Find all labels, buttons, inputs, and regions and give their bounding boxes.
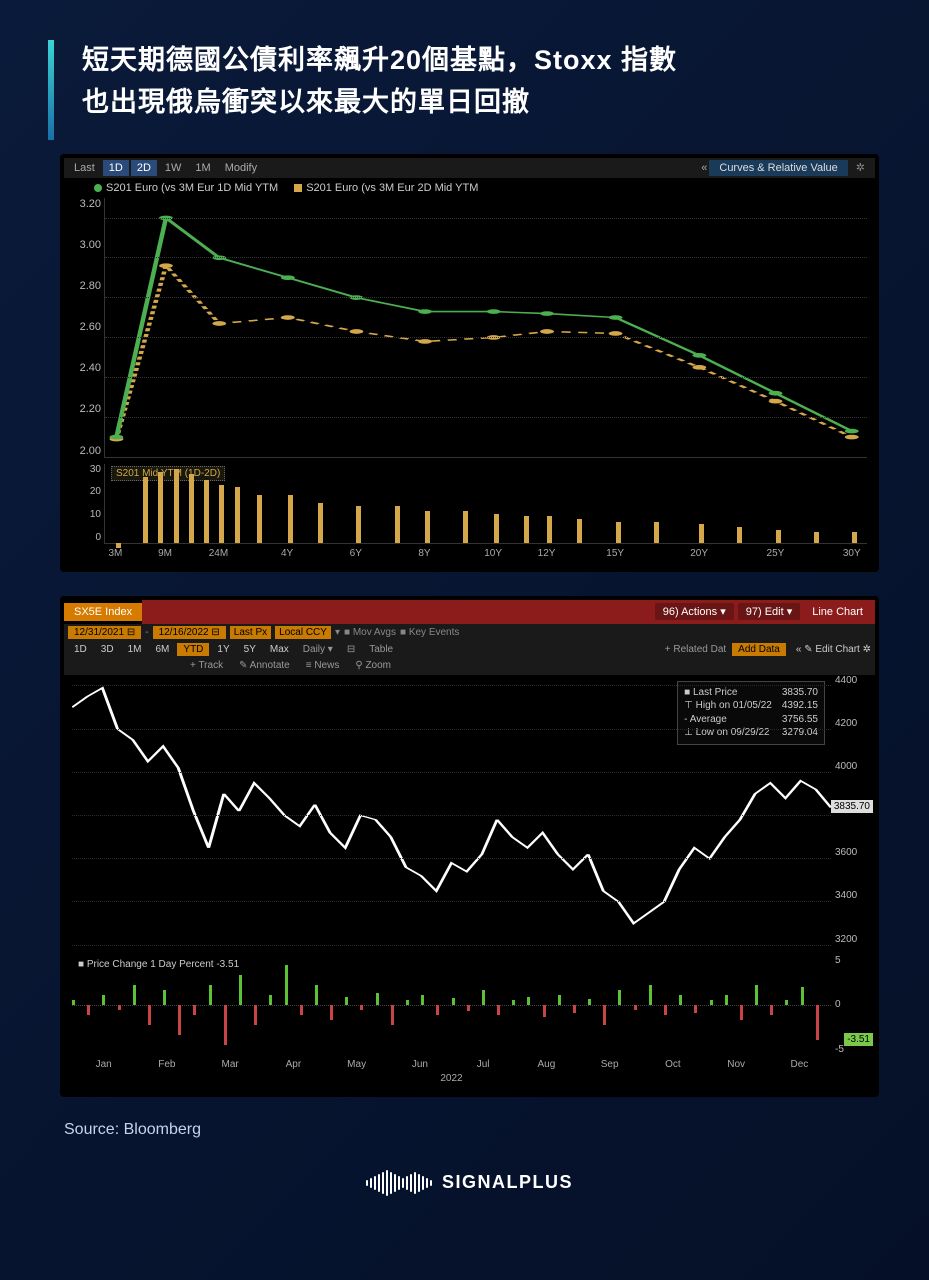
gear-icon[interactable]: ✲ bbox=[850, 161, 871, 174]
accent-bar bbox=[48, 40, 54, 140]
chart2-sub-label: ■ Price Change 1 Day Percent -3.51 bbox=[78, 959, 239, 970]
price-callout: 3835.70 bbox=[831, 800, 873, 813]
chart2-year: 2022 bbox=[440, 1073, 462, 1084]
chart1-xaxis: 3M9M24M4Y6Y8Y10Y12Y15Y20Y25Y30Y bbox=[104, 548, 867, 562]
tab-1m[interactable]: 1M bbox=[189, 160, 216, 176]
modify-button[interactable]: Modify bbox=[219, 160, 263, 176]
chevron-icon[interactable]: « bbox=[701, 162, 707, 174]
localccy-button[interactable]: Local CCY bbox=[275, 626, 331, 639]
key-events-label[interactable]: Key Events bbox=[409, 627, 460, 638]
lastpx-button[interactable]: Last Px bbox=[230, 626, 271, 639]
range-1m[interactable]: 1M bbox=[122, 643, 148, 656]
chart1-legend: S201 Euro (vs 3M Eur 1D Mid YTM S201 Eur… bbox=[64, 178, 875, 198]
chart2-xaxis: 2022 JanFebMarAprMayJunJulAugSepOctNovDe… bbox=[72, 1059, 831, 1087]
chart1-yaxis: 3.203.002.802.602.402.202.00 bbox=[71, 198, 101, 457]
chart1-panel: Last 1D 2D 1W 1M Modify « Curves & Relat… bbox=[60, 154, 879, 572]
legend-series1: S201 Euro (vs 3M Eur 1D Mid YTM bbox=[94, 182, 278, 194]
curves-label[interactable]: Curves & Relative Value bbox=[709, 160, 847, 176]
page-title: 短天期德國公債利率飆升20個基點，Stoxx 指數 也出現俄烏衝突以來最大的單日… bbox=[82, 40, 879, 124]
mini-tool[interactable]: Daily ▾ bbox=[297, 644, 339, 655]
range-6m[interactable]: 6M bbox=[150, 643, 176, 656]
info-box: ■ Last Price3835.70 ⊤ High on 01/05/2243… bbox=[677, 681, 825, 745]
related-data-label: + Related Dat bbox=[665, 644, 726, 655]
tab-1d[interactable]: 1D bbox=[103, 160, 129, 176]
info-high-label: High on 01/05/22 bbox=[696, 700, 772, 711]
mov-avgs-label[interactable]: Mov Avgs bbox=[353, 627, 396, 638]
tool-btn[interactable]: ⚲ Zoom bbox=[349, 660, 397, 671]
chart2-plot: 4400420040003800360034003200 ■ Last Pric… bbox=[72, 675, 831, 945]
chart2-subplot: 50-5 ■ Price Change 1 Day Percent -3.51 … bbox=[72, 955, 831, 1055]
line-chart-label: Line Chart bbox=[802, 603, 873, 621]
brand: SIGNALPLUS bbox=[60, 1169, 879, 1197]
dot-icon bbox=[294, 184, 302, 192]
brand-name: SIGNALPLUS bbox=[442, 1172, 573, 1193]
source-label: Source: Bloomberg bbox=[64, 1121, 879, 1139]
range-max[interactable]: Max bbox=[264, 643, 295, 656]
date-start[interactable]: 12/31/2021 ⊟ bbox=[68, 626, 141, 639]
chart2-dates-row: 12/31/2021 ⊟ - 12/16/2022 ⊟ Last Px Loca… bbox=[64, 624, 875, 641]
mini-tool[interactable]: ⊟ bbox=[341, 644, 361, 655]
date-end[interactable]: 12/16/2022 ⊟ bbox=[153, 626, 226, 639]
actions-button[interactable]: 96) Actions ▾ bbox=[655, 603, 734, 620]
tool-btn[interactable]: ≡ News bbox=[300, 660, 346, 671]
legend-series2: S201 Euro (vs 3M Eur 2D Mid YTM bbox=[294, 182, 478, 194]
info-avg: 3756.55 bbox=[782, 713, 818, 727]
tool-btn[interactable]: + Track bbox=[184, 660, 229, 671]
info-last-price: 3835.70 bbox=[782, 686, 818, 700]
title-line-1: 短天期德國公債利率飆升20個基點，Stoxx 指數 bbox=[82, 40, 879, 82]
chart2-panel: SX5E Index 96) Actions ▾ 97) Edit ▾ Line… bbox=[60, 596, 879, 1097]
chart1-sub-label: S201 Mid YTM (1D-2D) bbox=[111, 466, 225, 481]
add-data-button[interactable]: Add Data bbox=[732, 643, 786, 656]
chart2-header: SX5E Index 96) Actions ▾ 97) Edit ▾ Line… bbox=[64, 600, 875, 624]
chart2-range-row: 1D3D1M6MYTD1Y5YMaxDaily ▾⊟Table + Related… bbox=[64, 641, 875, 658]
info-avg-label: Average bbox=[690, 714, 727, 725]
tab-2d[interactable]: 2D bbox=[131, 160, 157, 176]
last-label: Last bbox=[68, 160, 101, 176]
neg-callout: -3.51 bbox=[844, 1033, 873, 1046]
range-1y[interactable]: 1Y bbox=[211, 643, 235, 656]
wave-icon bbox=[366, 1169, 432, 1197]
info-high: 4392.15 bbox=[782, 699, 818, 713]
mini-tool[interactable]: Table bbox=[363, 644, 399, 655]
info-last-price-label: Last Price bbox=[693, 687, 737, 698]
edit-button[interactable]: 97) Edit ▾ bbox=[738, 603, 801, 620]
range-5y[interactable]: 5Y bbox=[238, 643, 262, 656]
index-label[interactable]: SX5E Index bbox=[64, 603, 142, 621]
chart1-subplot: 3020100 S201 Mid YTM (1D-2D) bbox=[104, 464, 867, 544]
chart2-tools-row: + Track ✎ Annotate ≡ News⚲ Zoom bbox=[64, 658, 875, 675]
range-ytd[interactable]: YTD bbox=[177, 643, 209, 656]
tab-1w[interactable]: 1W bbox=[159, 160, 188, 176]
tool-btn[interactable]: ✎ Annotate bbox=[233, 660, 296, 671]
legend-series2-label: S201 Euro (vs 3M Eur 2D Mid YTM bbox=[306, 182, 478, 194]
legend-series1-label: S201 Euro (vs 3M Eur 1D Mid YTM bbox=[106, 182, 278, 194]
chart1-sub-yaxis: 3020100 bbox=[75, 464, 101, 543]
title-line-2: 也出現俄烏衝突以來最大的單日回撤 bbox=[82, 82, 879, 124]
range-3d[interactable]: 3D bbox=[95, 643, 120, 656]
edit-chart-button[interactable]: « ✎ Edit Chart ✲ bbox=[796, 644, 871, 655]
chart1-plot: 3.203.002.802.602.402.202.00 bbox=[104, 198, 867, 458]
dot-icon bbox=[94, 184, 102, 192]
chart1-toolbar: Last 1D 2D 1W 1M Modify « Curves & Relat… bbox=[64, 158, 875, 178]
range-1d[interactable]: 1D bbox=[68, 643, 93, 656]
